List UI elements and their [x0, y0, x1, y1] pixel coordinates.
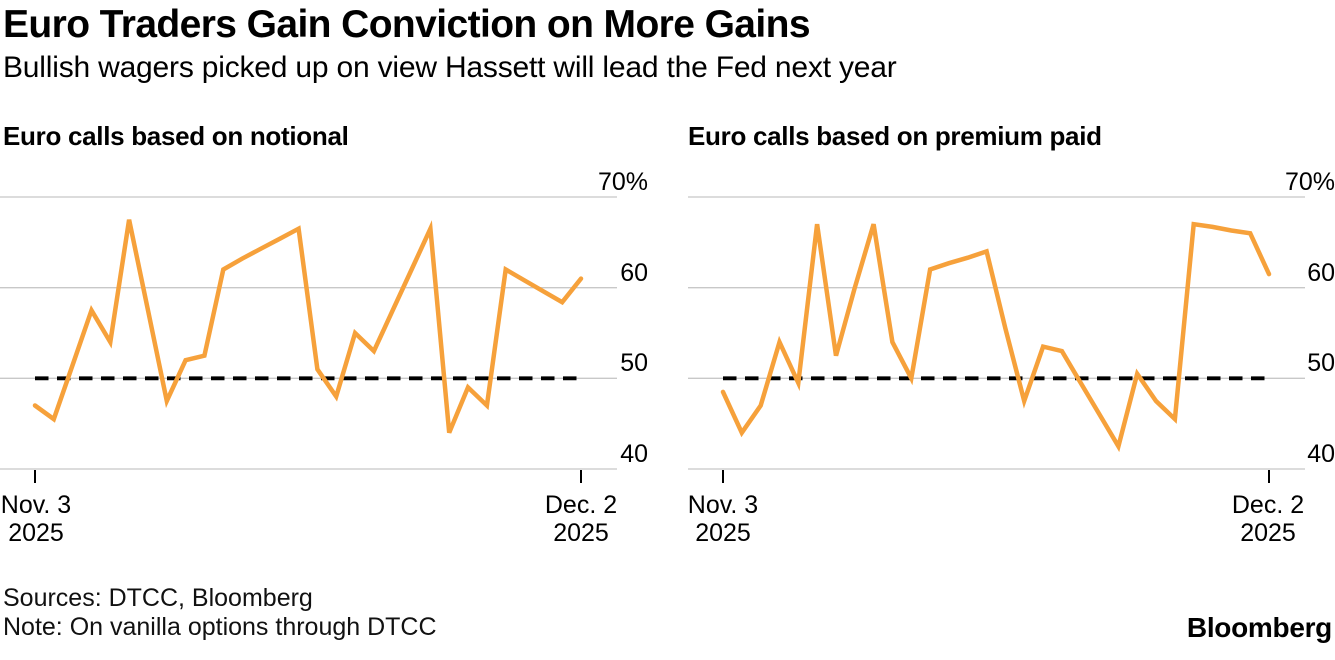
x-axis-start-year: 2025 [695, 519, 751, 547]
x-axis-end-year: 2025 [553, 519, 609, 547]
sources-note: Sources: DTCC, Bloomberg [3, 584, 313, 612]
chart-premium: Euro calls based on premium paid 70% 60 … [688, 115, 1335, 660]
y-axis-label-50: 50 [620, 349, 648, 377]
footer: Sources: DTCC, Bloomberg Note: On vanill… [3, 584, 437, 641]
x-axis-end-date: Dec. 2 [1231, 491, 1305, 519]
x-axis-end-year: 2025 [1240, 519, 1296, 547]
y-axis-label-60: 60 [620, 259, 648, 287]
chart-notional: Euro calls based on notional 70% 60 50 4… [0, 115, 648, 660]
x-axis-start-year: 2025 [8, 519, 64, 547]
chart-title-notional: Euro calls based on notional [3, 121, 349, 151]
y-axis-label-70: 70% [1284, 168, 1335, 196]
methodology-note: Note: On vanilla options through DTCC [3, 612, 437, 641]
x-axis-start-date: Nov. 3 [0, 491, 72, 519]
y-axis-label-70: 70% [597, 168, 648, 196]
series-line [720, 221, 1272, 453]
x-axis-start-date: Nov. 3 [687, 491, 759, 519]
y-axis-label-60: 60 [1307, 259, 1335, 287]
series-line [32, 219, 584, 434]
chart-title-premium: Euro calls based on premium paid [688, 121, 1102, 151]
line-chart-notional [0, 196, 617, 483]
x-axis-end-date: Dec. 2 [544, 491, 618, 519]
y-axis-label-40: 40 [620, 440, 648, 468]
y-axis-label-40: 40 [1307, 440, 1335, 468]
bloomberg-logo: Bloomberg [1186, 612, 1332, 643]
x-axis-label-start: Nov. 3 2025 [0, 491, 116, 547]
y-axis-label-50: 50 [1307, 349, 1335, 377]
figure-subtitle: Bullish wagers picked up on view Hassett… [3, 51, 897, 84]
x-axis-label-start: Nov. 3 2025 [643, 491, 803, 547]
x-axis-label-end: Dec. 2 2025 [1188, 491, 1335, 547]
figure-title: Euro Traders Gain Conviction on More Gai… [3, 3, 811, 46]
x-axis-label-end: Dec. 2 2025 [501, 491, 661, 547]
line-chart-premium [688, 196, 1305, 483]
